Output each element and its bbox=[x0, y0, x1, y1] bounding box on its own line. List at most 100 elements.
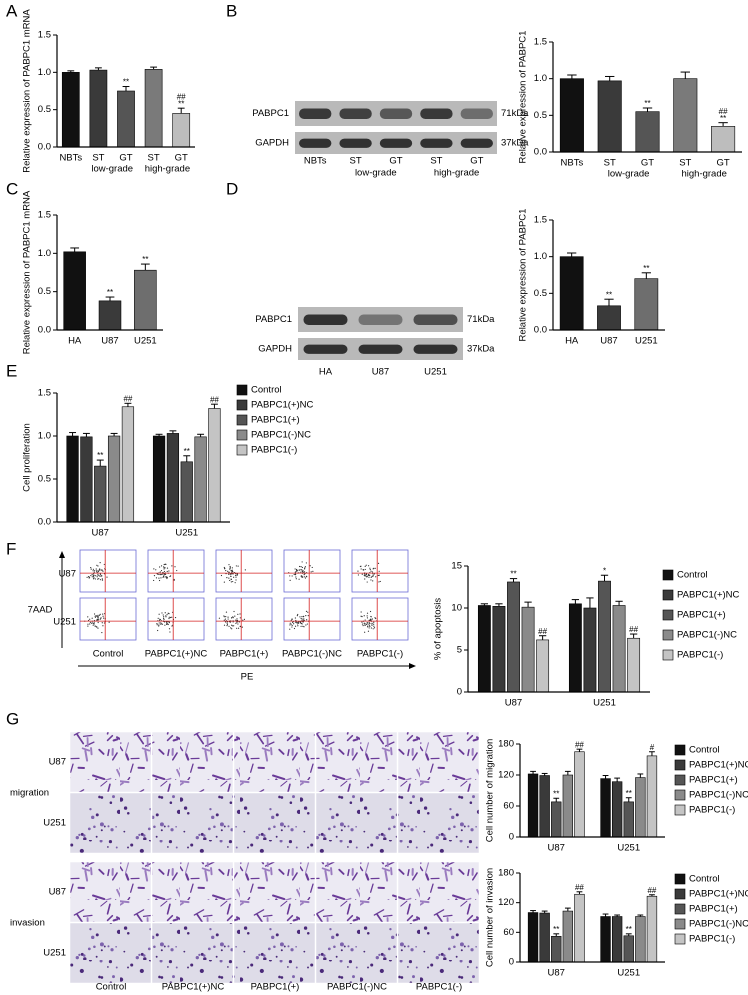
flow-plot bbox=[215, 549, 273, 593]
flow-event bbox=[302, 621, 304, 623]
flow-event bbox=[289, 622, 291, 624]
lane-label: ST bbox=[350, 156, 362, 167]
flow-event bbox=[300, 571, 302, 573]
micrograph-row-label: U251 bbox=[43, 948, 66, 959]
flow-event bbox=[91, 617, 93, 619]
significance-mark: ** bbox=[123, 78, 129, 87]
x-tick-label: NBTs bbox=[59, 153, 82, 164]
y-tick-label: 0 bbox=[457, 687, 462, 698]
bar bbox=[536, 639, 550, 693]
flow-event bbox=[370, 627, 372, 629]
flow-event bbox=[290, 623, 292, 625]
flow-event bbox=[300, 625, 302, 627]
legend-swatch bbox=[662, 629, 674, 641]
flow-event bbox=[296, 615, 298, 617]
flow-event bbox=[95, 575, 97, 577]
flow-event bbox=[89, 623, 91, 625]
legend-label: PABPC1(-)NC bbox=[689, 919, 748, 930]
flow-event bbox=[223, 616, 225, 618]
blot-row-label: GAPDH bbox=[258, 344, 292, 355]
flow-event bbox=[96, 576, 98, 578]
flow-event bbox=[156, 624, 158, 626]
flow-event bbox=[232, 625, 234, 627]
flow-event bbox=[163, 621, 166, 623]
micrograph bbox=[397, 861, 480, 923]
flow-event bbox=[299, 616, 301, 618]
significance-mark: ## bbox=[719, 107, 728, 116]
flow-event bbox=[233, 576, 235, 578]
flow-event bbox=[218, 617, 221, 619]
y-axis-title: % of apoptosis bbox=[433, 598, 444, 661]
flow-event bbox=[304, 566, 307, 568]
flow-event bbox=[91, 622, 93, 624]
micrograph bbox=[315, 861, 398, 923]
flow-event bbox=[368, 574, 370, 577]
significance-mark: ** bbox=[626, 925, 632, 934]
flow-event bbox=[103, 622, 106, 624]
y-tick-label: 1.5 bbox=[534, 37, 547, 48]
flow-event bbox=[305, 575, 308, 577]
flow-event bbox=[162, 614, 164, 616]
legend-label: PABPC1(-)NC bbox=[689, 790, 748, 801]
flow-event bbox=[236, 627, 238, 629]
flow-event bbox=[93, 571, 95, 573]
flow-event bbox=[88, 577, 90, 579]
flow-event bbox=[301, 569, 303, 571]
flow-event bbox=[377, 574, 379, 577]
flow-event bbox=[223, 581, 225, 583]
legend-label: Control bbox=[689, 874, 720, 885]
flow-event bbox=[92, 624, 94, 626]
flow-column-label: PABPC1(+) bbox=[220, 649, 269, 660]
flow-event bbox=[161, 612, 163, 614]
flow-event bbox=[371, 622, 373, 625]
flow-event bbox=[230, 617, 233, 619]
legend-swatch bbox=[236, 399, 248, 411]
bar bbox=[627, 637, 641, 693]
flow-event bbox=[97, 621, 99, 624]
blot-band bbox=[339, 138, 372, 148]
flow-event bbox=[293, 623, 295, 625]
flow-event bbox=[161, 573, 163, 576]
flow-event bbox=[153, 568, 155, 570]
bar bbox=[94, 465, 107, 523]
legend-swatch bbox=[662, 609, 674, 621]
flow-event bbox=[289, 628, 291, 630]
x-tick-label: U251 bbox=[617, 843, 640, 854]
flow-event bbox=[99, 618, 101, 620]
flow-event bbox=[87, 623, 89, 625]
bar bbox=[551, 935, 562, 963]
bar bbox=[711, 126, 736, 153]
blot-band bbox=[358, 344, 403, 354]
bar bbox=[208, 408, 221, 523]
bar bbox=[527, 912, 539, 963]
legend-label: PABPC1(-)NC bbox=[677, 630, 737, 641]
x-tick-label: U251 bbox=[635, 336, 658, 347]
significance-mark: ** bbox=[644, 99, 650, 108]
flow-event bbox=[366, 617, 369, 619]
flow-event bbox=[227, 616, 229, 618]
y-tick-label: 1.0 bbox=[534, 251, 547, 262]
bar bbox=[559, 78, 584, 153]
micrograph bbox=[151, 731, 234, 793]
legend-swatch bbox=[674, 888, 686, 900]
flow-event bbox=[377, 562, 380, 564]
flow-event bbox=[160, 569, 163, 572]
flow-event bbox=[98, 575, 101, 577]
y-tick-label: 0.5 bbox=[38, 286, 51, 297]
flow-event bbox=[224, 568, 226, 570]
blot-size-label: 71kDa bbox=[467, 314, 495, 325]
flow-event bbox=[163, 616, 165, 618]
flow-event bbox=[95, 625, 97, 627]
flow-event bbox=[230, 575, 232, 577]
bar bbox=[611, 781, 623, 838]
significance-mark: ## bbox=[575, 883, 584, 892]
flow-event bbox=[97, 616, 99, 618]
micrograph bbox=[315, 922, 398, 984]
flow-event bbox=[305, 562, 307, 564]
flow-event bbox=[373, 621, 375, 623]
bar bbox=[492, 606, 506, 693]
flow-event bbox=[232, 616, 234, 618]
micrograph bbox=[233, 731, 316, 793]
flow-event bbox=[92, 573, 95, 575]
